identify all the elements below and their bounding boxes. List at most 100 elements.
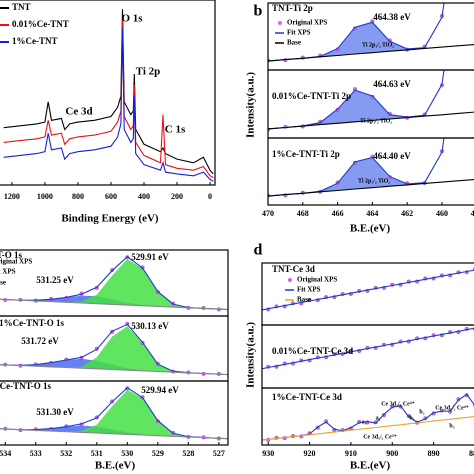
subplot — [268, 70, 474, 138]
fit-component — [0, 259, 228, 316]
base-line — [0, 428, 228, 440]
subplot — [262, 393, 474, 442]
legend-label: Base — [297, 296, 311, 304]
spectrum-line — [3, 18, 214, 179]
subplot-frame — [267, 137, 474, 206]
peak-label: 529.91 eV — [131, 252, 169, 262]
base-area — [268, 112, 474, 138]
subplot-title: TNT-O 1s — [0, 250, 22, 260]
x-tick-label: 200 — [171, 192, 183, 201]
base-line — [0, 298, 228, 311]
x-tick-label: 1200 — [4, 192, 20, 201]
subplot-title: TNT-Ce 3d — [272, 264, 315, 274]
peak-annotation: Ce 3d₅/₂ Ce³⁺ — [363, 433, 397, 440]
peak-label: 531.30 eV — [36, 407, 74, 417]
peak-annotation: a₂ — [376, 415, 381, 421]
base-line — [0, 364, 228, 376]
x-tick-label: 880 — [469, 449, 474, 458]
base-line — [268, 111, 474, 130]
x-tick-label: 528 — [182, 449, 194, 458]
peak-annotation: b₃ — [449, 423, 454, 429]
x-tick-label: 900 — [386, 449, 398, 458]
legend-label: TNT — [12, 2, 31, 12]
x-axis-label: B.E.(eV) — [350, 460, 391, 472]
subplot — [262, 267, 474, 312]
x-tick-label: 800 — [72, 192, 84, 201]
legend-label: Fit XPS — [287, 29, 311, 37]
y-axis-label: Intensity(a.u.) — [245, 322, 257, 388]
x-tick-label: 462 — [401, 209, 413, 218]
legend-label: Fit XPS — [297, 286, 321, 294]
x-tick-label: 533 — [30, 449, 42, 458]
legend-label: Original XPS — [0, 258, 32, 266]
subplot — [268, 3, 474, 70]
peak-annotation: Ti 2p₁/₂ TiO₂ — [358, 178, 390, 184]
peak-label: 464.63 eV — [373, 79, 411, 89]
fit-component — [0, 389, 228, 445]
peak-annotation: Ti 2p — [136, 66, 161, 78]
peak-annotation: Ce 3d — [65, 106, 92, 118]
subplot-title: 1%Ce-TNT-Ce 3d — [272, 392, 342, 402]
spectrum-line — [3, 27, 214, 182]
peak-annotation: b₂ — [419, 409, 424, 415]
plot-area — [3, 9, 214, 182]
subplot-title: 0.01%Ce-TNT-Ti 2p — [272, 91, 351, 101]
peak-label: 531.72 eV — [21, 336, 59, 346]
x-axis-label: B.E.(eV) — [350, 223, 391, 235]
legend-swatch — [288, 278, 292, 282]
peak-label: 530.13 eV — [131, 321, 169, 331]
x-tick-label: 529 — [152, 449, 164, 458]
peak-annotation: C 1s — [165, 124, 186, 136]
x-tick-label: 527 — [213, 449, 225, 458]
x-tick-label: 531 — [91, 449, 103, 458]
fit-line — [262, 327, 474, 370]
x-tick-label: 1000 — [37, 192, 53, 201]
x-tick-label: 460 — [436, 209, 448, 218]
y-axis-label: Intensity(a.u.) — [245, 72, 257, 138]
peak-annotation: Ti 2p₁/₂ TiO₂ — [360, 118, 392, 124]
x-tick-label: 0 — [208, 192, 212, 201]
legend-label: 0.01%Ce-TNT — [12, 19, 69, 29]
subplot-frame — [0, 380, 229, 446]
legend-label: Base — [0, 279, 6, 287]
peak-annotation: Ce 3d₃/₂ Ce⁴⁺ — [381, 400, 415, 407]
panel-label: b — [254, 3, 263, 20]
subplot — [268, 138, 474, 205]
base-area — [0, 299, 228, 316]
base-area — [268, 44, 474, 70]
x-tick-label: 468 — [297, 209, 309, 218]
panel-label: d — [254, 242, 263, 259]
base-area — [268, 179, 474, 205]
legend-label: Base — [287, 39, 301, 47]
subplot — [0, 321, 228, 381]
x-tick-label: 910 — [345, 449, 357, 458]
x-tick-label: 890 — [428, 449, 440, 458]
x-tick-label: 458 — [471, 209, 474, 218]
x-axis-label: B.E.(eV) — [95, 460, 136, 472]
subplot-title: 1%Ce-TNT-O 1s — [0, 381, 51, 391]
peak-annotation: a₁ — [362, 419, 367, 425]
base-line — [268, 43, 474, 62]
subplot-title: 0.01%Ce-TNT-O 1s — [0, 318, 64, 328]
x-tick-label: 534 — [0, 449, 11, 458]
legend-label: Original XPS — [297, 276, 337, 284]
x-tick-label: 466 — [332, 209, 344, 218]
peak-label: 464.40 eV — [373, 151, 411, 161]
base-line — [268, 178, 474, 197]
fit-line — [262, 269, 474, 311]
subplot — [262, 326, 474, 370]
peak-annotation: Ti 2p₁/₂ TiO₂ — [362, 42, 394, 48]
base-area — [0, 428, 228, 445]
peak-label: 531.25 eV — [36, 275, 74, 285]
x-tick-label: 600 — [105, 192, 117, 201]
subplot-title: TNT-Ti 2p — [272, 3, 313, 13]
x-tick-label: 470 — [262, 209, 274, 218]
x-tick-label: 530 — [121, 449, 133, 458]
legend-label: 1%Ce-TNT — [12, 36, 58, 46]
subplot-title: 0.01%Ce-TNT-Ce 3d — [272, 346, 353, 356]
peak-label: 529.94 eV — [141, 385, 179, 395]
subplot-title: 1%Ce-TNT-Ti 2p — [272, 149, 340, 159]
legend-label: Fit XPS — [0, 268, 16, 276]
